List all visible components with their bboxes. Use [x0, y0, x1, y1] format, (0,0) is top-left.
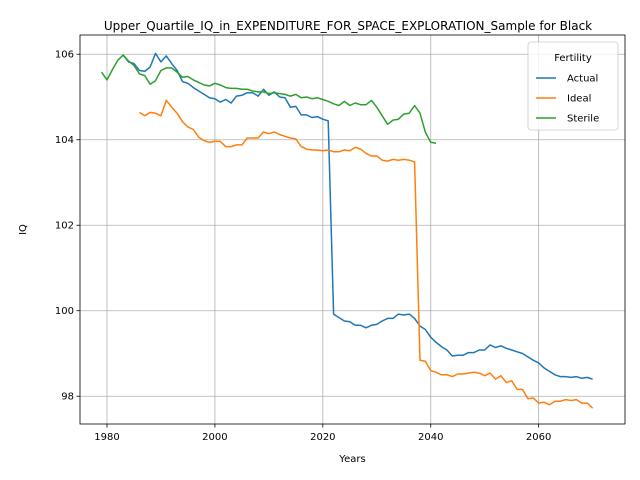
x-tick-label: 2040 — [418, 432, 443, 443]
legend-label-actual: Actual — [567, 74, 598, 85]
x-tick-label: 2060 — [526, 432, 551, 443]
axis-ticks: 1980 2000 2020 2040 2060 98 100 102 104 106 — [55, 50, 551, 443]
legend-label-ideal: Ideal — [567, 94, 591, 105]
plot-frame — [79, 34, 626, 425]
y-tick-label: 98 — [61, 392, 74, 403]
x-tick-label: 2000 — [202, 432, 227, 443]
y-axis-label: IQ — [18, 224, 29, 235]
legend-title: Fertility — [554, 53, 592, 64]
series-lines — [100, 52, 594, 409]
chart-title: Upper_Quartile_IQ_in_EXPENDITURE_FOR_SPA… — [104, 19, 592, 33]
x-axis-label: Years — [338, 454, 365, 465]
y-tick-label: 100 — [55, 306, 74, 317]
y-tick-label: 104 — [55, 135, 74, 146]
x-tick-label: 2020 — [310, 432, 335, 443]
series-line-ideal — [139, 99, 594, 409]
series-line-actual — [122, 52, 593, 380]
legend-box — [527, 41, 619, 131]
legend-label-sterile: Sterile — [567, 114, 599, 125]
legend: Fertility Actual Ideal Sterile — [527, 41, 619, 131]
series-line-sterile — [100, 54, 437, 144]
y-tick-label: 102 — [55, 221, 74, 232]
x-tick-label: 1980 — [94, 432, 119, 443]
y-tick-label: 106 — [55, 50, 74, 61]
